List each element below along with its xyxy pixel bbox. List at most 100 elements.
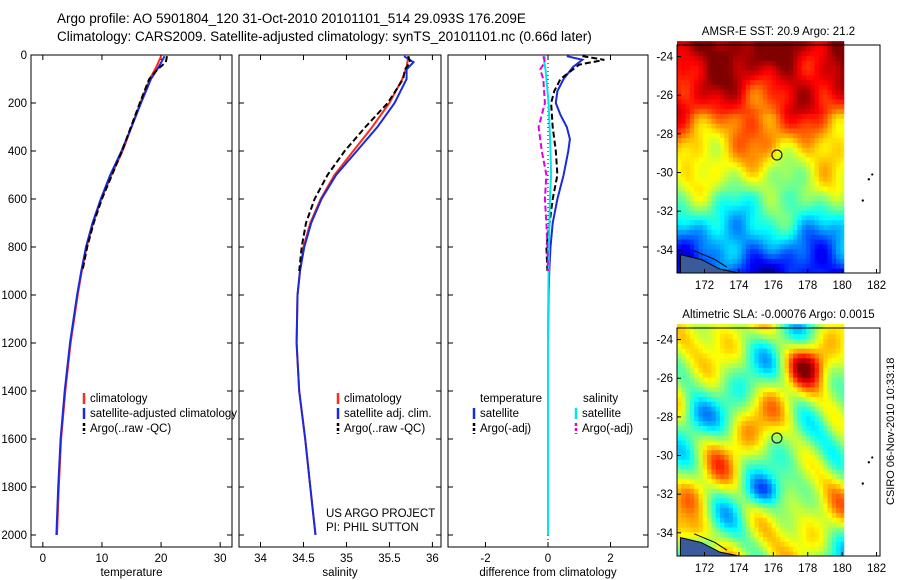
heatmap-cell bbox=[685, 493, 691, 499]
heatmap-cell bbox=[694, 55, 699, 61]
heatmap-cell bbox=[810, 478, 816, 484]
heatmap-cell bbox=[758, 459, 764, 465]
heatmap-cell bbox=[750, 147, 755, 153]
heatmap-cell bbox=[771, 502, 777, 509]
heatmap-cell bbox=[724, 488, 730, 494]
heatmap-cell bbox=[694, 157, 699, 163]
heatmap-cell bbox=[758, 84, 764, 90]
heatmap-cell bbox=[715, 239, 721, 245]
heatmap-cell bbox=[836, 488, 841, 494]
heatmap-cell bbox=[754, 343, 760, 349]
heatmap-cell bbox=[810, 440, 816, 446]
heatmap-cell bbox=[818, 333, 824, 340]
heatmap-cell bbox=[771, 118, 777, 124]
heatmap-cell bbox=[750, 176, 755, 182]
heatmap-cell bbox=[754, 137, 760, 143]
heatmap-cell bbox=[707, 536, 712, 542]
heatmap-cell bbox=[784, 430, 790, 436]
legend-entry: climatology bbox=[90, 393, 148, 405]
heatmap-cell bbox=[750, 382, 755, 388]
heatmap-cell bbox=[741, 512, 747, 518]
heatmap-cell bbox=[763, 55, 768, 61]
heatmap-cell bbox=[771, 328, 777, 335]
heatmap-cell bbox=[763, 234, 768, 240]
heatmap-cell bbox=[715, 263, 721, 269]
heatmap-cell bbox=[677, 377, 682, 383]
heatmap-cell bbox=[685, 55, 691, 61]
heatmap-cell bbox=[831, 161, 837, 168]
heatmap-cell bbox=[827, 186, 833, 192]
heatmap-cell bbox=[737, 478, 742, 484]
heatmap-cell bbox=[836, 483, 841, 489]
heatmap-cell bbox=[758, 258, 764, 264]
heatmap-cell bbox=[836, 362, 841, 369]
heatmap-cell bbox=[741, 161, 747, 168]
heatmap-cell bbox=[754, 488, 760, 494]
heatmap-cell bbox=[737, 541, 742, 547]
coastline bbox=[694, 250, 728, 268]
heatmap-cell bbox=[750, 459, 755, 465]
heatmap-cell bbox=[801, 234, 807, 240]
heatmap-cell bbox=[702, 517, 708, 523]
heatmap-cell bbox=[758, 464, 764, 470]
heatmap-cell bbox=[784, 229, 790, 235]
heatmap-cell bbox=[840, 137, 845, 143]
heatmap-cell bbox=[831, 244, 837, 250]
heatmap-cell bbox=[763, 507, 768, 513]
heatmap-cell bbox=[741, 531, 747, 538]
heatmap-cell bbox=[827, 464, 833, 470]
y-tick-label: 1600 bbox=[1, 434, 27, 446]
heatmap-cell bbox=[827, 79, 833, 86]
heatmap-cell bbox=[793, 464, 798, 470]
heatmap-cell bbox=[780, 142, 785, 148]
heatmap-cell bbox=[758, 333, 764, 340]
heatmap-cell bbox=[788, 70, 794, 76]
heatmap-cell bbox=[806, 74, 811, 81]
heatmap-cell bbox=[707, 512, 712, 518]
heatmap-cell bbox=[720, 79, 725, 86]
heatmap-cell bbox=[750, 258, 755, 264]
heatmap-cell bbox=[694, 171, 699, 177]
heatmap-cell bbox=[840, 454, 845, 460]
heatmap-cell bbox=[788, 546, 794, 552]
heatmap-cell bbox=[715, 536, 721, 542]
heatmap-cell bbox=[784, 152, 790, 158]
heatmap-cell bbox=[711, 89, 717, 95]
heatmap-cell bbox=[745, 362, 751, 369]
heatmap-cell bbox=[793, 65, 798, 71]
heatmap-cell bbox=[763, 219, 768, 226]
heatmap-cell bbox=[711, 498, 717, 504]
heatmap-cell bbox=[711, 415, 717, 422]
heatmap-cell bbox=[836, 74, 841, 81]
heatmap-cell bbox=[780, 512, 785, 518]
heatmap-cell bbox=[810, 113, 816, 119]
heatmap-cell bbox=[840, 386, 845, 393]
heatmap-cell bbox=[715, 362, 721, 369]
heatmap-cell bbox=[831, 507, 837, 513]
heatmap-cell bbox=[763, 253, 768, 259]
heatmap-cell bbox=[767, 522, 773, 528]
heatmap-cell bbox=[702, 161, 708, 168]
heatmap-cell bbox=[681, 55, 686, 61]
heatmap-cell bbox=[767, 224, 773, 230]
heatmap-cell bbox=[788, 128, 794, 134]
heatmap-cell bbox=[754, 147, 760, 153]
heatmap-cell bbox=[793, 94, 798, 100]
heatmap-cell bbox=[758, 420, 764, 426]
heatmap-cell bbox=[797, 219, 803, 226]
heatmap-cell bbox=[810, 152, 816, 158]
heatmap-cell bbox=[732, 103, 738, 110]
heatmap-cell bbox=[720, 401, 725, 407]
heatmap-cell bbox=[814, 440, 820, 446]
heatmap-cell bbox=[771, 522, 777, 528]
heatmap-cell bbox=[758, 132, 764, 139]
heatmap-cell bbox=[793, 195, 798, 201]
heatmap-cell bbox=[685, 488, 691, 494]
heatmap-cell bbox=[711, 435, 717, 441]
heatmap-cell bbox=[707, 415, 712, 422]
heatmap-cell bbox=[818, 377, 824, 383]
heatmap-cell bbox=[806, 142, 811, 148]
heatmap-cell bbox=[750, 502, 755, 509]
heatmap-cell bbox=[810, 79, 816, 86]
heatmap-cell bbox=[685, 396, 691, 402]
